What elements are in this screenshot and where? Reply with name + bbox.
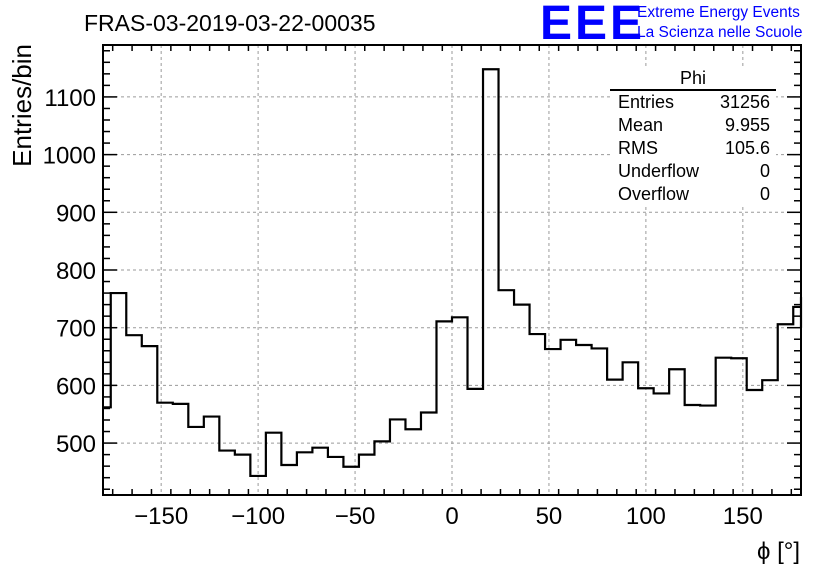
stats-value: 105.6 <box>724 138 770 158</box>
x-tick-label: −150 <box>134 503 188 530</box>
plot-frame <box>102 44 802 496</box>
stats-row-rms: RMS 105.6 <box>610 137 776 160</box>
y-tick-label: 1100 <box>44 85 96 112</box>
stats-label: Mean <box>618 115 664 135</box>
eee-logo: EEE <box>540 0 646 50</box>
histogram-line <box>103 68 803 478</box>
x-tick-labels: −150 −100 −50 0 50 100 150 <box>134 503 763 530</box>
stats-label: RMS <box>618 138 658 158</box>
y-tick-label: 600 <box>56 373 96 400</box>
y-tick-labels: 500 600 700 800 900 1000 1100 <box>43 85 96 458</box>
stats-value: 0 <box>759 161 770 181</box>
y-tick-label: 800 <box>56 258 96 285</box>
stats-row-mean: Mean 9.955 <box>610 114 776 137</box>
stats-label: Overflow <box>618 184 690 204</box>
stats-value: 0 <box>759 184 770 204</box>
stats-value: 9.955 <box>724 115 770 135</box>
logo-subtitle-line1: Extreme Energy Events <box>637 4 800 21</box>
x-tick-label: −50 <box>335 503 376 530</box>
y-tick-label: 500 <box>56 431 96 458</box>
stats-box-title: Phi <box>610 67 776 91</box>
stats-box: Phi Entries 31256 Mean 9.955 RMS 105.6 U… <box>610 67 776 206</box>
x-tick-label: 50 <box>536 503 563 530</box>
chart-title: FRAS-03-2019-03-22-00035 <box>84 10 376 36</box>
y-tick-label: 900 <box>56 200 96 227</box>
y-axis-label: Entries/bin <box>7 44 37 167</box>
x-tick-label: 150 <box>723 503 763 530</box>
stats-label: Underflow <box>618 161 700 181</box>
y-tick-label: 1000 <box>43 143 96 170</box>
stats-value: 31256 <box>719 92 770 112</box>
logo-subtitle-line2: La Scienza nelle Scuole <box>637 24 803 41</box>
x-tick-label: 0 <box>445 503 458 530</box>
stats-row-entries: Entries 31256 <box>610 91 776 114</box>
x-tick-label: −100 <box>231 503 285 530</box>
stats-row-overflow: Overflow 0 <box>610 183 776 206</box>
stats-label: Entries <box>618 92 675 112</box>
x-axis-label: ϕ [°] <box>757 538 800 565</box>
stats-row-underflow: Underflow 0 <box>610 160 776 183</box>
y-tick-label: 700 <box>56 316 96 343</box>
x-tick-label: 100 <box>626 503 666 530</box>
